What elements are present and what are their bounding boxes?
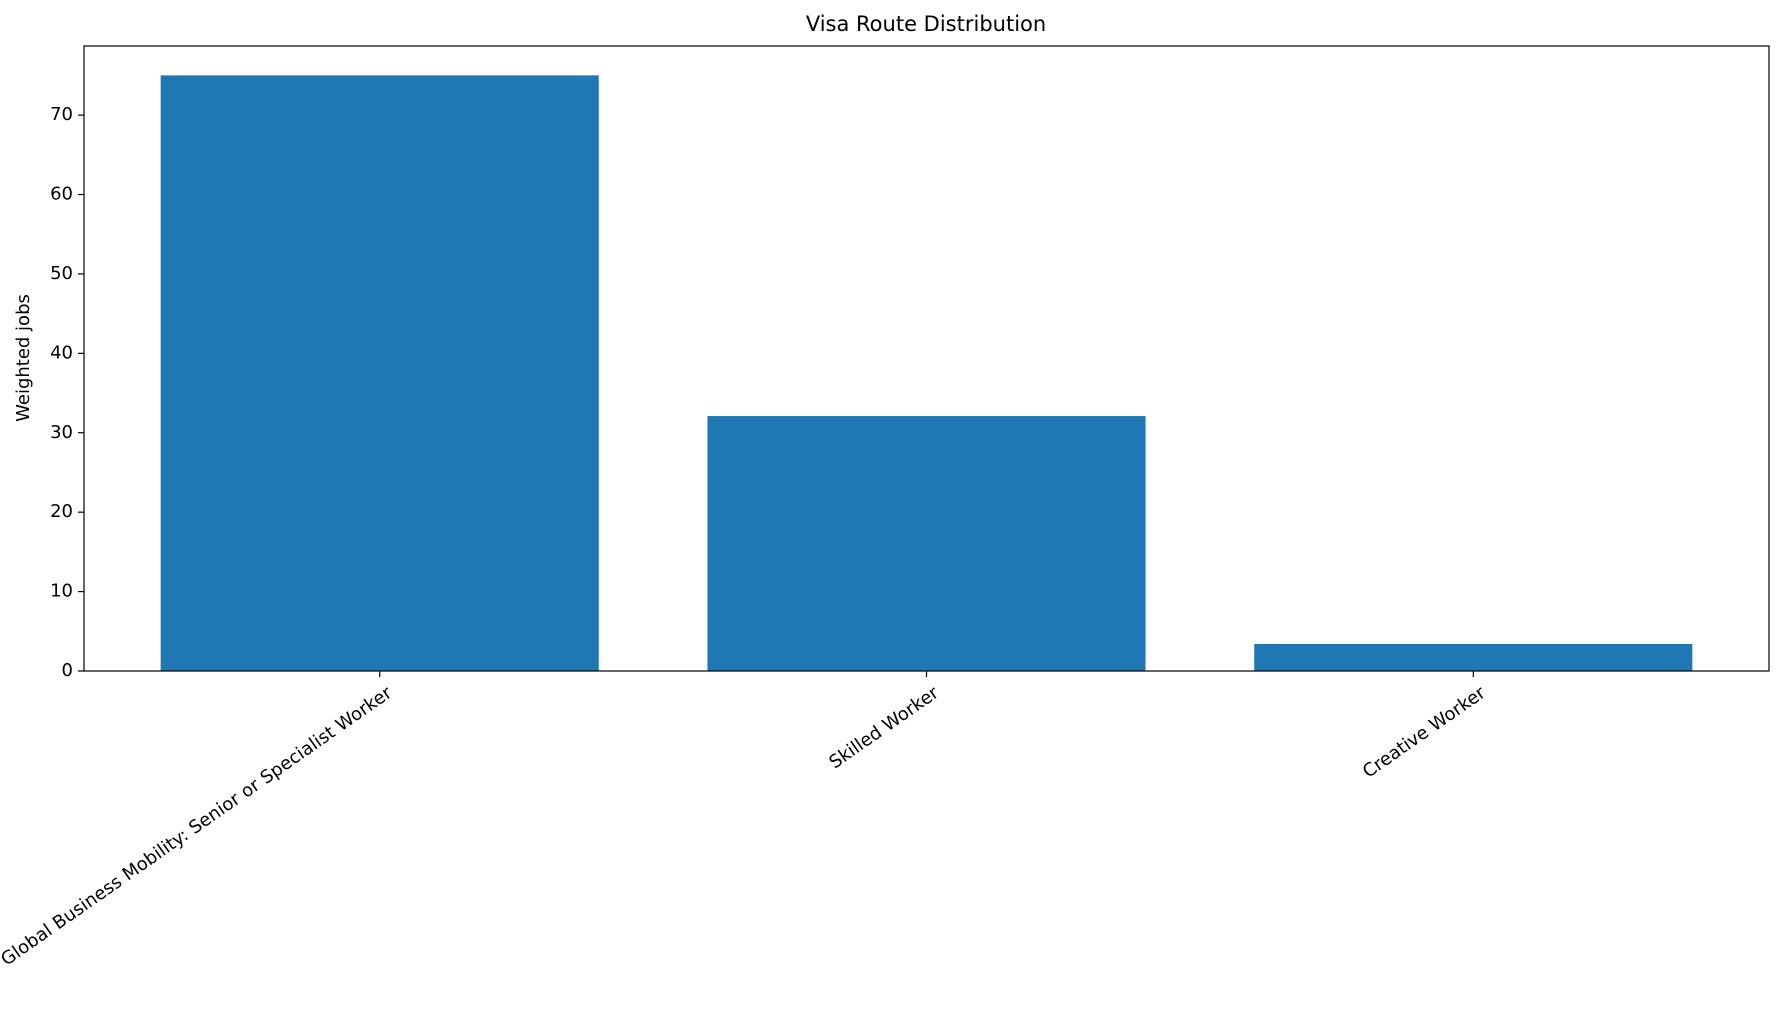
y-tick-label: 30 [50, 422, 73, 443]
y-axis-label: Weighted jobs [13, 294, 34, 422]
y-tick-label: 20 [50, 501, 73, 522]
y-tick-label: 70 [50, 104, 73, 125]
x-tick-label: Global Business Mobility: Senior or Spec… [0, 682, 396, 970]
bar [707, 416, 1146, 671]
y-tick-label: 10 [50, 581, 73, 602]
bar [160, 75, 599, 672]
y-tick-label: 0 [62, 660, 73, 681]
x-tick-label: Creative Worker [1359, 682, 1490, 782]
chart-title: Visa Route Distribution [806, 12, 1046, 36]
x-tick-label: Skilled Worker [825, 682, 943, 773]
y-tick-label: 60 [50, 184, 73, 205]
y-tick-label: 50 [50, 263, 73, 284]
plot-frame [83, 45, 1770, 672]
y-tick-label: 40 [50, 342, 73, 363]
bar [1254, 643, 1693, 671]
